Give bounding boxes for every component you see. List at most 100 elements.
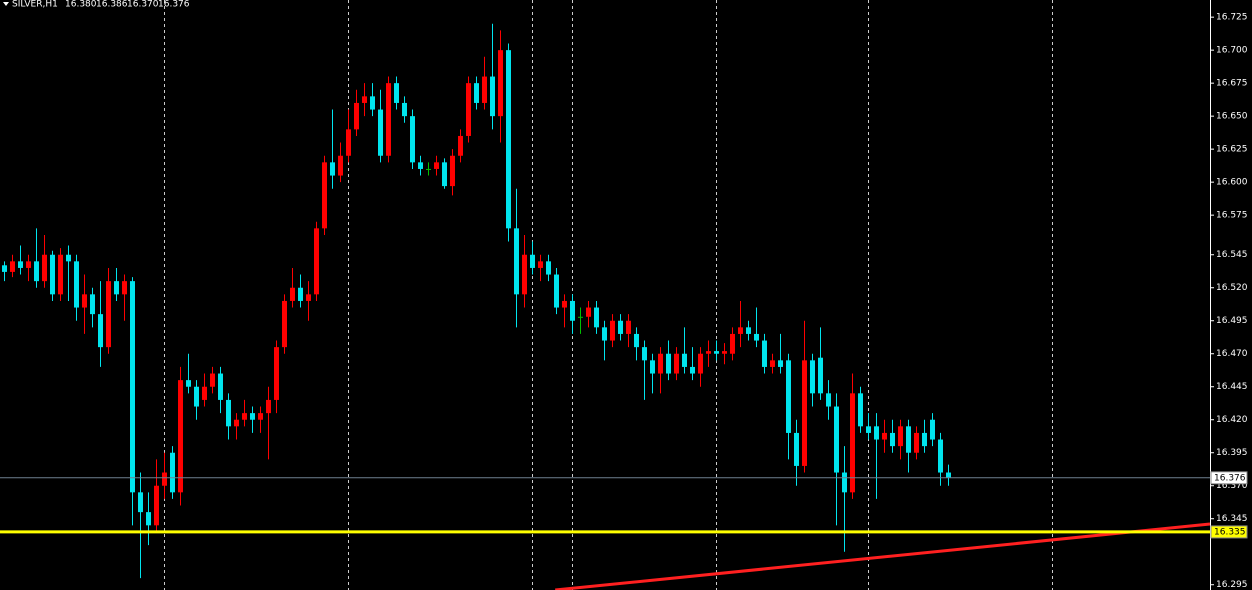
candle-body (922, 432, 927, 447)
candle-body (10, 261, 15, 272)
candle-body (786, 360, 791, 433)
dropdown-icon[interactable] (3, 2, 9, 6)
candle-body (546, 261, 551, 275)
candle-body (722, 351, 727, 354)
candle-body (154, 485, 159, 526)
candle-body (578, 316, 583, 318)
candle-body (426, 168, 431, 170)
candle-body (58, 254, 63, 295)
y-tick-label: 16.600 (1216, 178, 1248, 188)
y-tick-label: 16.675 (1216, 79, 1248, 89)
candle-body (218, 373, 223, 400)
price-label: 16.376 (1214, 473, 1246, 483)
candle-body (498, 50, 503, 117)
candle-body (834, 406, 839, 473)
candle-body (18, 261, 23, 268)
candle-body (194, 386, 199, 407)
candle-body (122, 281, 127, 295)
candle-body (466, 83, 471, 136)
candle-body (570, 300, 575, 321)
price-label-box (1210, 471, 1248, 485)
candle-body (898, 426, 903, 447)
candle-body (490, 76, 495, 117)
candle-body (186, 380, 191, 387)
candle-body (106, 281, 111, 348)
candle-body (594, 307, 599, 328)
candle-body (762, 340, 767, 367)
candle-body (554, 274, 559, 308)
candle-body (162, 472, 167, 486)
candle-body (850, 393, 855, 493)
candle-body (66, 254, 71, 262)
candle-body (682, 353, 687, 367)
candle-body (634, 333, 639, 348)
candle-body (938, 439, 943, 473)
y-tick-label: 16.370 (1216, 481, 1248, 491)
candle-body (266, 399, 271, 414)
y-tick-label: 16.575 (1216, 211, 1248, 221)
candle-body (234, 419, 239, 427)
candle-body (2, 265, 7, 272)
y-tick-label: 16.625 (1216, 145, 1248, 155)
candle-body (90, 294, 95, 315)
candle-body (322, 162, 327, 229)
candle-body (202, 386, 207, 400)
candle-body (626, 320, 631, 334)
candle-body (418, 162, 423, 169)
candle-body (858, 393, 863, 427)
candle-body (282, 300, 287, 348)
candle-body (586, 307, 591, 317)
candle-body (306, 294, 311, 301)
candle-body (610, 320, 615, 341)
symbol: SILVER,H1 (12, 0, 58, 10)
candle-body (706, 351, 711, 354)
candle-body (522, 254, 527, 295)
candle-body (178, 380, 183, 493)
y-tick-label: 16.700 (1216, 46, 1248, 56)
candle-body (714, 351, 719, 354)
candle-body (330, 162, 335, 176)
candle-body (690, 366, 695, 374)
candle-body (82, 294, 87, 308)
candle-body (210, 373, 215, 387)
price-label: 16.335 (1214, 527, 1246, 537)
y-tick-label: 16.445 (1216, 382, 1248, 392)
candle-body (930, 419, 935, 440)
y-tick-label: 16.295 (1216, 580, 1248, 590)
high: 16.386 (96, 0, 128, 10)
candle-body (738, 327, 743, 334)
candle-body (226, 399, 231, 427)
y-tick-label: 16.650 (1216, 112, 1248, 122)
candle-body (98, 314, 103, 348)
candle-body (642, 347, 647, 361)
candle-body (658, 353, 663, 374)
candle-body (890, 432, 895, 447)
candle-body (746, 327, 751, 334)
candle-body (946, 472, 951, 478)
y-tick-label: 16.725 (1216, 13, 1248, 23)
candle-body (770, 360, 775, 367)
candle-body (474, 83, 479, 103)
candle-body (34, 261, 39, 282)
candle-body (730, 333, 735, 354)
candle-body (434, 162, 439, 169)
candle-body (778, 360, 783, 367)
candle-body (914, 432, 919, 453)
candle-body (410, 116, 415, 163)
candle-body (562, 300, 567, 308)
candle-body (394, 83, 399, 103)
candle-body (378, 109, 383, 156)
candle-body (530, 254, 535, 268)
candle-body (802, 360, 807, 466)
candle-body (618, 320, 623, 334)
candle-body (42, 254, 47, 282)
candle-body (386, 83, 391, 156)
candle-body (298, 287, 303, 301)
candle-body (442, 162, 447, 187)
candle-body (26, 261, 31, 268)
candle-body (514, 228, 519, 295)
y-tick-label: 16.345 (1216, 514, 1248, 524)
y-tick-label: 16.395 (1216, 448, 1248, 458)
y-tick-label: 16.545 (1216, 250, 1248, 260)
